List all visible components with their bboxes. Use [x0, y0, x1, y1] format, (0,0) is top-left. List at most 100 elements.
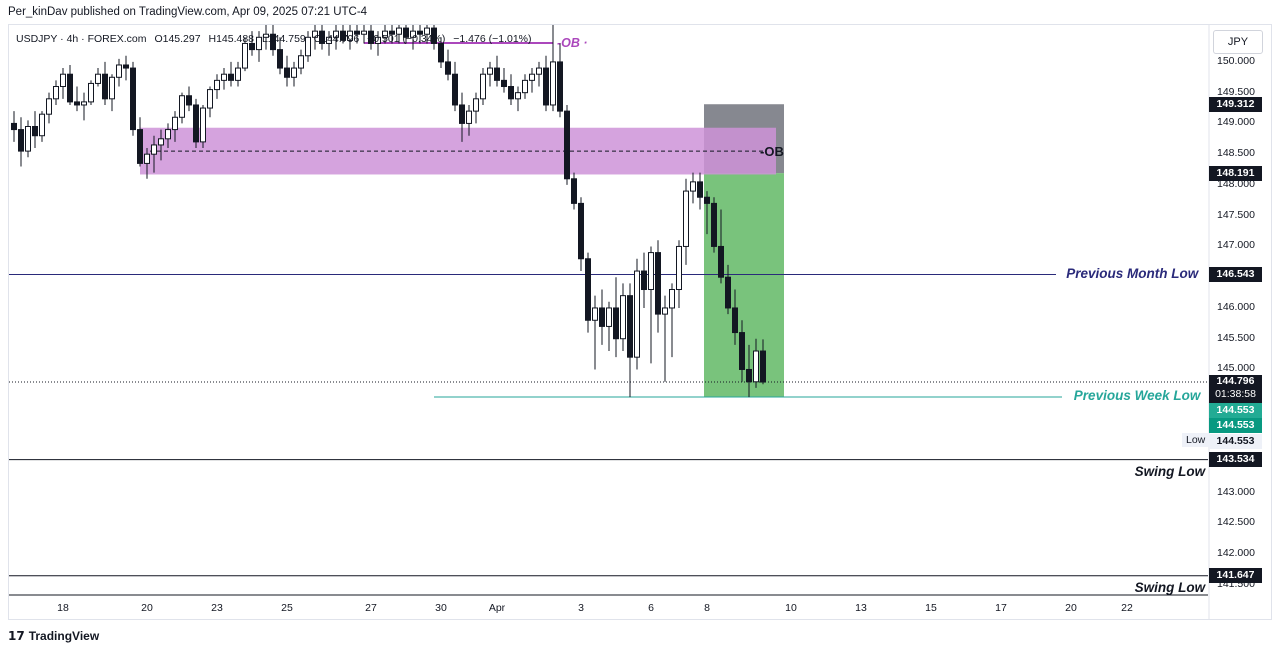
candle-body-70	[501, 79, 507, 88]
price-label-0: 149.312	[1209, 96, 1262, 112]
y-tick-4: 148.000	[1217, 177, 1255, 190]
level-label-3: Swing Low	[1134, 579, 1206, 595]
candle-body-27	[200, 107, 206, 143]
zones-layer: -OB -OB ·	[140, 36, 784, 397]
ohlc-close: C144.796	[313, 33, 360, 45]
candle-body-14	[109, 76, 115, 100]
y-tick-10: 143.000	[1217, 485, 1255, 498]
candle-body-69	[494, 67, 500, 81]
candle-body-51	[368, 30, 374, 44]
candle-body-72	[515, 92, 521, 100]
candle-body-97	[690, 181, 696, 192]
candle-body-96	[683, 190, 689, 247]
x-tick-8: 6	[648, 602, 654, 614]
currency-button[interactable]: JPY	[1213, 30, 1263, 54]
x-tick-9: 8	[704, 602, 710, 614]
candle-body-63	[452, 73, 458, 106]
candle-body-0	[11, 122, 17, 131]
candle-body-77	[550, 61, 556, 106]
candle-body-6	[53, 86, 59, 100]
tradingview-logo[interactable]: 17 TradingView	[8, 629, 99, 643]
ob-top-label: -OB ·	[557, 36, 588, 50]
candle-body-25	[186, 95, 192, 106]
candle-body-107	[760, 350, 766, 383]
x-tick-7: 3	[578, 602, 584, 614]
y-tick-9: 145.000	[1217, 362, 1255, 375]
price-label-6: 144.553	[1209, 434, 1262, 449]
candle-body-3	[32, 125, 38, 137]
x-tick-3: 25	[281, 602, 293, 614]
y-tick-1: 149.500	[1217, 85, 1255, 98]
ticks-layer	[9, 25, 1210, 619]
candle-body-50	[361, 30, 367, 35]
candle-body-1	[18, 129, 24, 152]
candle-body-42	[305, 36, 311, 57]
candle-body-73	[522, 79, 528, 94]
price-label-countdown: 01:38:58	[1215, 387, 1256, 400]
candle-body-13	[102, 73, 108, 100]
candle-body-31	[228, 73, 234, 81]
levels-layer	[9, 274, 1208, 577]
candle-body-35	[256, 36, 262, 51]
candle-body-38	[277, 49, 283, 69]
candle-body-81	[578, 202, 584, 260]
candle-body-100	[711, 202, 717, 247]
candle-body-62	[445, 61, 451, 75]
candle-body-93	[662, 307, 668, 315]
candle-body-103	[732, 307, 738, 334]
ohlc-high: H145.488	[208, 33, 255, 45]
candle-body-80	[571, 178, 577, 204]
y-tick-12: 142.000	[1217, 547, 1255, 560]
candle-body-30	[221, 73, 227, 81]
candle-body-54	[389, 30, 395, 35]
price-label-8: 141.647	[1209, 568, 1262, 584]
candle-body-60	[431, 27, 437, 44]
candle-body-92	[655, 252, 661, 315]
x-tick-11: 13	[855, 602, 867, 614]
price-label-3: 144.796 01:38:58	[1209, 374, 1262, 403]
candle-body-106	[753, 350, 759, 383]
candle-body-102	[725, 276, 731, 309]
candle-body-66	[473, 98, 479, 112]
candle-body-94	[669, 289, 675, 309]
x-tick-0: 18	[57, 602, 69, 614]
candle-body-33	[242, 42, 248, 69]
candle-body-82	[585, 258, 591, 321]
candle-body-5	[46, 98, 52, 115]
candle-body-34	[249, 42, 255, 51]
ohlc-legend: USDJPY · 4h · FOREX.com O145.297 H145.48…	[16, 33, 537, 45]
candle-body-15	[116, 64, 122, 78]
candle-body-44	[319, 30, 325, 44]
x-tick-1: 20	[141, 602, 153, 614]
candle-body-16	[123, 64, 129, 69]
candle-body-47	[340, 30, 346, 41]
candle-body-32	[235, 67, 241, 81]
candle-body-17	[130, 67, 136, 131]
y-tick-3: 148.500	[1217, 147, 1255, 160]
candle-body-61	[438, 42, 444, 63]
candle-body-29	[214, 79, 220, 91]
candle-body-55	[396, 27, 402, 35]
candle-body-79	[564, 110, 570, 180]
candle-body-74	[529, 73, 535, 81]
ohlc-open: O145.297	[154, 33, 201, 45]
candle-body-88	[627, 295, 633, 358]
y-tick-7: 146.000	[1217, 300, 1255, 313]
candle-body-53	[382, 30, 388, 38]
x-tick-6: Apr	[488, 602, 506, 614]
candle-body-40	[291, 67, 297, 78]
y-tick-6: 147.000	[1217, 239, 1255, 252]
candle-body-52	[375, 36, 381, 44]
chart-frame	[8, 24, 1272, 620]
symbol-info[interactable]: USDJPY · 4h · FOREX.com	[16, 33, 147, 45]
candle-body-99	[704, 196, 710, 204]
candle-body-2	[25, 125, 31, 152]
candle-body-64	[459, 104, 465, 124]
candle-body-67	[480, 73, 486, 100]
y-tick-11: 142.500	[1217, 516, 1255, 529]
level-label-2: Swing Low	[1134, 463, 1206, 479]
candle-body-57	[410, 30, 416, 38]
publish-header: Per_kinDav published on TradingView.com,…	[8, 6, 368, 18]
candle-body-48	[347, 30, 353, 41]
